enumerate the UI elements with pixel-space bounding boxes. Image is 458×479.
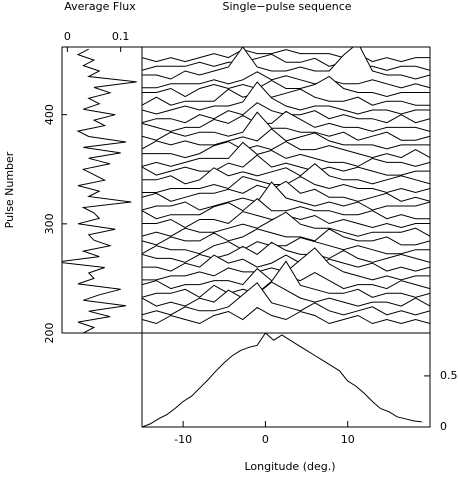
- pulse-trace: [142, 88, 430, 106]
- pulse-trace: [142, 181, 430, 211]
- x-tick-label: -10: [174, 433, 192, 446]
- data-line: [142, 333, 422, 427]
- x-axis-label: Longitude (deg.): [244, 460, 335, 473]
- pulse-trace: [142, 211, 430, 237]
- flux-panel: [62, 48, 137, 333]
- y-axis-label: Pulse Number: [3, 151, 16, 228]
- pulse-trace: [142, 110, 430, 132]
- ridge-fill: [142, 82, 430, 120]
- axes: 0 0.1 200 300 400 -10 0 10 0 0.5: [43, 30, 458, 446]
- pulse-trace: [142, 154, 430, 176]
- y-tick-label: 400: [43, 104, 56, 125]
- pulse-trace: [142, 53, 430, 71]
- panel-title: Average Flux: [64, 0, 136, 13]
- ridge-fill: [142, 142, 430, 173]
- pulse-trace: [142, 111, 430, 141]
- pulse-trace: [142, 282, 430, 316]
- ridge-fill: [142, 47, 430, 86]
- ridge-fill: [142, 282, 430, 313]
- x-tick-label: 0.1: [112, 30, 130, 43]
- ridge-fill: [142, 111, 430, 138]
- pulse-trace: [142, 281, 430, 307]
- data-line: [62, 48, 137, 333]
- panel-title: Single−pulse sequence: [222, 0, 351, 13]
- pulse-trace: [142, 260, 430, 298]
- stack-panel: [142, 47, 430, 330]
- ridge-fill: [142, 237, 430, 260]
- ridge-fill: [142, 307, 430, 330]
- pulse-trace: [142, 49, 430, 63]
- x-tick-label: 0: [64, 30, 71, 43]
- pulse-trace: [142, 141, 430, 167]
- x-tick-label: 0: [262, 433, 269, 446]
- ridge-fill: [142, 76, 430, 103]
- pulse-trace: [142, 81, 430, 115]
- pulse-trace: [142, 141, 430, 159]
- x-tick-label: 10: [341, 433, 355, 446]
- y-tick-label: 0: [440, 420, 447, 433]
- pulse-trace: [142, 198, 430, 220]
- pulse-trace: [142, 237, 430, 255]
- pulse-trace: [142, 254, 430, 272]
- pulse-trace: [142, 163, 430, 185]
- pulse-trace: [142, 228, 430, 246]
- frame: [141, 332, 431, 428]
- pulse-trace: [142, 71, 430, 89]
- pulse-trace: [142, 180, 430, 202]
- pulse-trace: [142, 306, 430, 325]
- pulse-trace: [142, 75, 430, 98]
- y-tick-label: 300: [43, 213, 56, 234]
- pulse-trace: [142, 47, 430, 80]
- ridge-fill: [142, 112, 430, 147]
- y-tick-label: 200: [43, 323, 56, 344]
- profile-panel: [142, 333, 422, 427]
- pulse-trace: [142, 241, 430, 263]
- ridge-fill: [142, 261, 430, 304]
- y-tick-label: 0.5: [440, 369, 458, 382]
- ridge-fill: [142, 163, 430, 190]
- ridge-fill: [142, 181, 430, 208]
- pulse-trace: [142, 128, 430, 150]
